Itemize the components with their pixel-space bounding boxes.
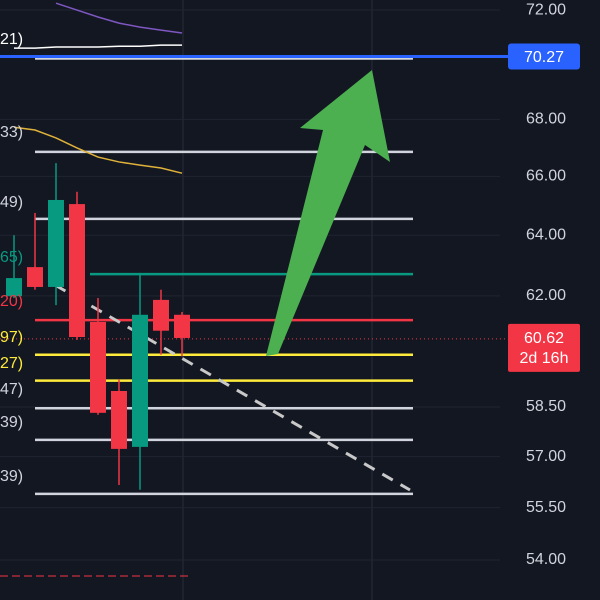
indicator-label: 49) [0,194,23,211]
y-tick-label: 62.00 [526,287,566,304]
y-tick-label: 66.00 [526,168,566,185]
y-tick-label: 68.00 [526,111,566,128]
indicator-line [14,44,182,49]
indicators [13,2,183,174]
indicator-label: 27) [0,355,23,372]
indicator-line [13,126,183,174]
candle-body [153,299,169,331]
indicator-label: 21) [0,31,23,48]
last-price-box [508,323,580,372]
last-price-label: 60.62 [524,330,564,347]
labels: 21) 33) 49) 65) 20) 97) 27) 47) 39) 39) [0,31,23,485]
candle-body [90,321,106,413]
price-box [508,43,580,70]
y-tick-label: 64.00 [526,226,566,243]
arrow [266,70,390,356]
indicator-label: 65) [0,249,23,266]
indicator-label: 39) [0,414,23,431]
candle-body [6,278,22,297]
indicator-line [55,2,183,34]
y-tick-label: 54.00 [526,551,566,568]
indicator-label: 39) [0,468,23,485]
candle-body [132,314,148,447]
price-label: 70.27 [524,49,564,66]
grid [0,9,500,561]
y-tick-label: 55.50 [526,499,566,516]
candle-body [111,391,127,449]
y-axis: 72.00 68.00 66.00 64.00 62.00 58.50 57.00 55.50… [508,1,580,568]
trend-line [54,283,411,492]
indicator-label: 97) [0,329,23,346]
y-tick-label: 72.00 [526,1,566,18]
indicator-label: 20) [0,293,23,310]
indicator-label: 47) [0,381,23,398]
y-tick-label: 58.50 [526,398,566,415]
candle-body [48,199,64,287]
candle-body [27,267,43,287]
candle-body [69,204,85,338]
y-tick-label: 57.00 [526,448,566,465]
candles [6,163,190,490]
indicator-label: 33) [0,124,23,141]
candle-body [174,314,190,338]
countdown-label: 2d 16h [520,350,569,367]
